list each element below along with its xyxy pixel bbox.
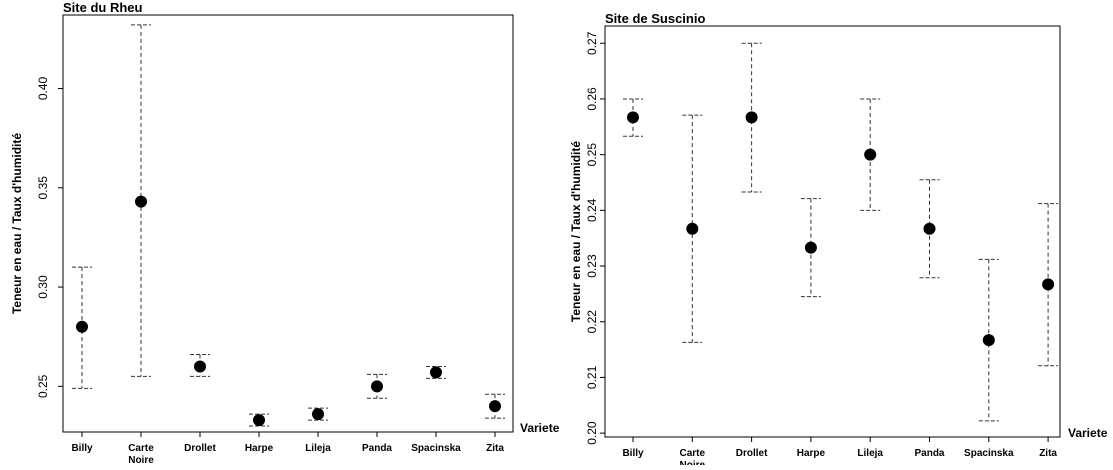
x-tick-label: Panda	[914, 448, 944, 459]
y-axis-label: Teneur en eau / Taux d'humidité	[10, 133, 24, 314]
data-point	[312, 408, 324, 421]
plot-frame	[604, 25, 1061, 438]
x-tick-label: Harpe	[245, 443, 274, 454]
data-point	[430, 366, 442, 379]
chart-title: Site du Rheu	[63, 0, 143, 15]
x-tick-label: Panda	[362, 443, 392, 454]
x-tick-label: Harpe	[797, 448, 826, 459]
y-tick-label: 0.25	[36, 374, 50, 398]
x-tick-label: Zita	[1039, 448, 1057, 459]
x-tick-label: Lileja	[305, 443, 331, 454]
y-tick-label: 0.40	[36, 76, 50, 100]
chart-rheu: Site du Rheu Teneur en eau / Taux d'humid…	[10, 0, 560, 466]
data-point	[745, 111, 758, 124]
data-point	[76, 320, 88, 333]
y-axis-label: Teneur en eau / Taux d'humidité	[569, 141, 583, 322]
x-axis-label: Variete	[520, 421, 560, 435]
data-point	[864, 148, 877, 161]
data-point	[135, 195, 147, 208]
y-tick-label: 0.30	[36, 275, 50, 299]
x-tick-label: Spacinska	[411, 443, 461, 454]
data-point	[923, 222, 936, 235]
x-axis-label: Variete	[1068, 426, 1108, 440]
y-tick-label: 0.21	[585, 365, 599, 389]
y-tick-label: 0.23	[585, 254, 599, 278]
plot-frame	[62, 14, 514, 433]
chart-title: Site de Suscinio	[605, 11, 705, 26]
y-tick-label: 0.35	[36, 176, 50, 200]
x-tick-label: Zita	[486, 443, 504, 454]
data-point	[982, 334, 995, 347]
x-tick-label: Lileja	[857, 448, 883, 459]
y-tick-label: 0.20	[585, 421, 599, 445]
data-point	[194, 360, 206, 373]
data-point	[253, 414, 265, 427]
data-point	[804, 241, 817, 254]
data-point	[1042, 278, 1055, 291]
data-point	[371, 380, 383, 393]
x-tick-label: Drollet	[184, 443, 216, 454]
chart-suscinio: Site de Suscinio Teneur en eau / Taux d'h…	[569, 11, 1108, 470]
y-tick-label: 0.27	[585, 31, 599, 55]
y-tick-label: 0.22	[585, 310, 599, 334]
y-tick-label: 0.25	[585, 143, 599, 167]
x-tick-label: Billy	[71, 443, 93, 454]
data-point	[489, 400, 501, 413]
y-tick-label: 0.24	[585, 198, 599, 222]
data-point	[686, 222, 699, 235]
x-tick-label: Spacinska	[964, 448, 1014, 459]
x-tick-label: Billy	[622, 448, 644, 459]
y-tick-label: 0.26	[585, 87, 599, 111]
x-tick-label: Drollet	[736, 448, 768, 459]
data-point	[627, 111, 639, 124]
